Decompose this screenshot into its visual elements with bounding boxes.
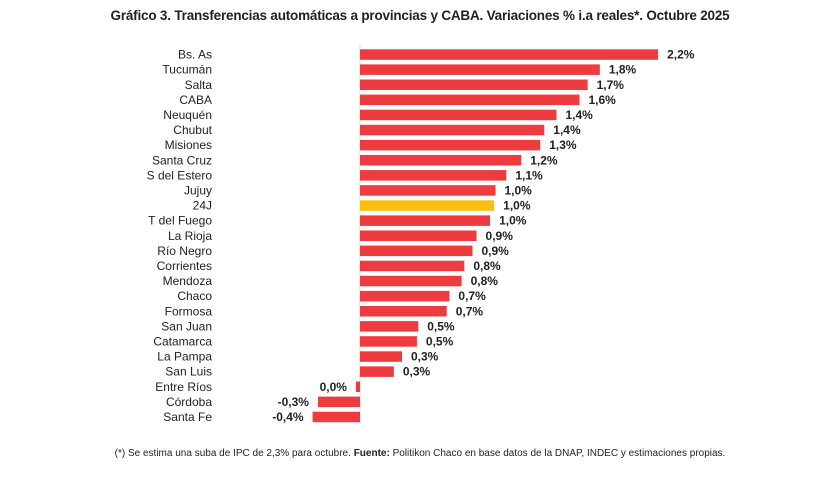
bar bbox=[360, 94, 580, 106]
category-label: Bs. As bbox=[178, 48, 212, 62]
category-label: 24J bbox=[193, 199, 212, 213]
bar bbox=[360, 275, 462, 287]
value-label: 0,5% bbox=[427, 319, 455, 333]
value-label: 0,7% bbox=[458, 289, 486, 303]
category-label: Río Negro bbox=[157, 244, 212, 258]
bar-chart: Bs. As 2,2% Tucumán 1,8% Salta 1,7% CABA 1,6% Ne… bbox=[147, 44, 695, 425]
value-label: 0,9% bbox=[486, 229, 514, 243]
bar bbox=[355, 381, 360, 392]
bar bbox=[360, 230, 477, 241]
bar bbox=[360, 260, 465, 272]
bar bbox=[360, 124, 545, 136]
bar bbox=[360, 336, 417, 347]
value-label: 0,0% bbox=[320, 380, 348, 394]
value-label: 1,7% bbox=[597, 78, 625, 92]
category-label: Tucumán bbox=[162, 63, 212, 77]
category-label: Catamarca bbox=[153, 334, 212, 348]
value-label: 0,8% bbox=[473, 259, 501, 273]
value-label: 1,6% bbox=[589, 93, 617, 107]
footnote-source-text: Politikon Chaco en base datos de la DNAP… bbox=[389, 448, 726, 459]
bar bbox=[360, 79, 588, 90]
value-label: 1,2% bbox=[530, 153, 558, 167]
category-label: Salta bbox=[185, 78, 213, 92]
category-label: Entre Ríos bbox=[155, 380, 212, 394]
category-label: Formosa bbox=[165, 304, 213, 318]
value-label: 1,0% bbox=[505, 183, 533, 197]
bar bbox=[360, 109, 557, 121]
bar bbox=[360, 215, 491, 226]
category-label: Chubut bbox=[173, 123, 212, 137]
bar bbox=[360, 64, 600, 75]
value-label: -0,4% bbox=[272, 410, 304, 424]
value-label: 0,3% bbox=[403, 365, 431, 379]
value-label: -0,3% bbox=[278, 395, 310, 409]
category-label: La Pampa bbox=[157, 350, 212, 364]
category-label: Chaco bbox=[177, 289, 212, 303]
category-label: Corrientes bbox=[157, 259, 212, 273]
bar bbox=[360, 306, 447, 317]
value-label: 1,8% bbox=[609, 63, 637, 77]
bar bbox=[360, 290, 450, 302]
category-label: Santa Cruz bbox=[152, 153, 212, 167]
bar bbox=[360, 351, 403, 362]
category-label: CABA bbox=[179, 93, 212, 107]
category-label: San Luis bbox=[165, 365, 212, 379]
bar bbox=[360, 49, 659, 60]
category-label: S del Estero bbox=[147, 168, 213, 182]
category-label: T del Fuego bbox=[148, 214, 212, 228]
value-label: 0,5% bbox=[426, 334, 454, 348]
value-label: 1,4% bbox=[565, 108, 593, 122]
value-label: 1,4% bbox=[553, 123, 581, 137]
chart-title: Gráfico 3. Transferencias automáticas a … bbox=[110, 8, 730, 23]
category-label: Jujuy bbox=[184, 183, 212, 197]
category-label: La Rioja bbox=[168, 229, 212, 243]
value-label: 0,7% bbox=[456, 304, 484, 318]
value-label: 1,3% bbox=[549, 138, 577, 152]
category-label: Neuquén bbox=[163, 108, 212, 122]
value-label: 2,2% bbox=[667, 48, 695, 62]
value-label: 1,1% bbox=[515, 168, 543, 182]
category-label: San Juan bbox=[161, 319, 212, 333]
category-label: Santa Fe bbox=[163, 410, 212, 424]
value-label: 1,0% bbox=[499, 214, 527, 228]
bar bbox=[317, 396, 360, 408]
category-label: Córdoba bbox=[166, 395, 212, 409]
value-label: 0,8% bbox=[471, 274, 499, 288]
bar bbox=[360, 139, 541, 151]
footnote-note: (*) Se estima una suba de IPC de 2,3% pa… bbox=[114, 448, 354, 459]
value-label: 0,3% bbox=[411, 350, 439, 364]
value-label: 1,0% bbox=[503, 199, 531, 213]
bar bbox=[360, 366, 394, 377]
bar bbox=[360, 185, 496, 196]
value-label: 0,9% bbox=[481, 244, 509, 258]
bar bbox=[360, 170, 507, 181]
footnote-source-label: Fuente: bbox=[353, 448, 390, 459]
category-label: Mendoza bbox=[163, 274, 213, 288]
bar bbox=[360, 245, 473, 257]
category-label: Misiones bbox=[165, 138, 212, 152]
bar bbox=[360, 200, 495, 211]
footnote: (*) Se estima una suba de IPC de 2,3% pa… bbox=[0, 448, 840, 459]
bar bbox=[360, 321, 419, 332]
bar bbox=[312, 411, 360, 423]
bar bbox=[360, 155, 522, 166]
